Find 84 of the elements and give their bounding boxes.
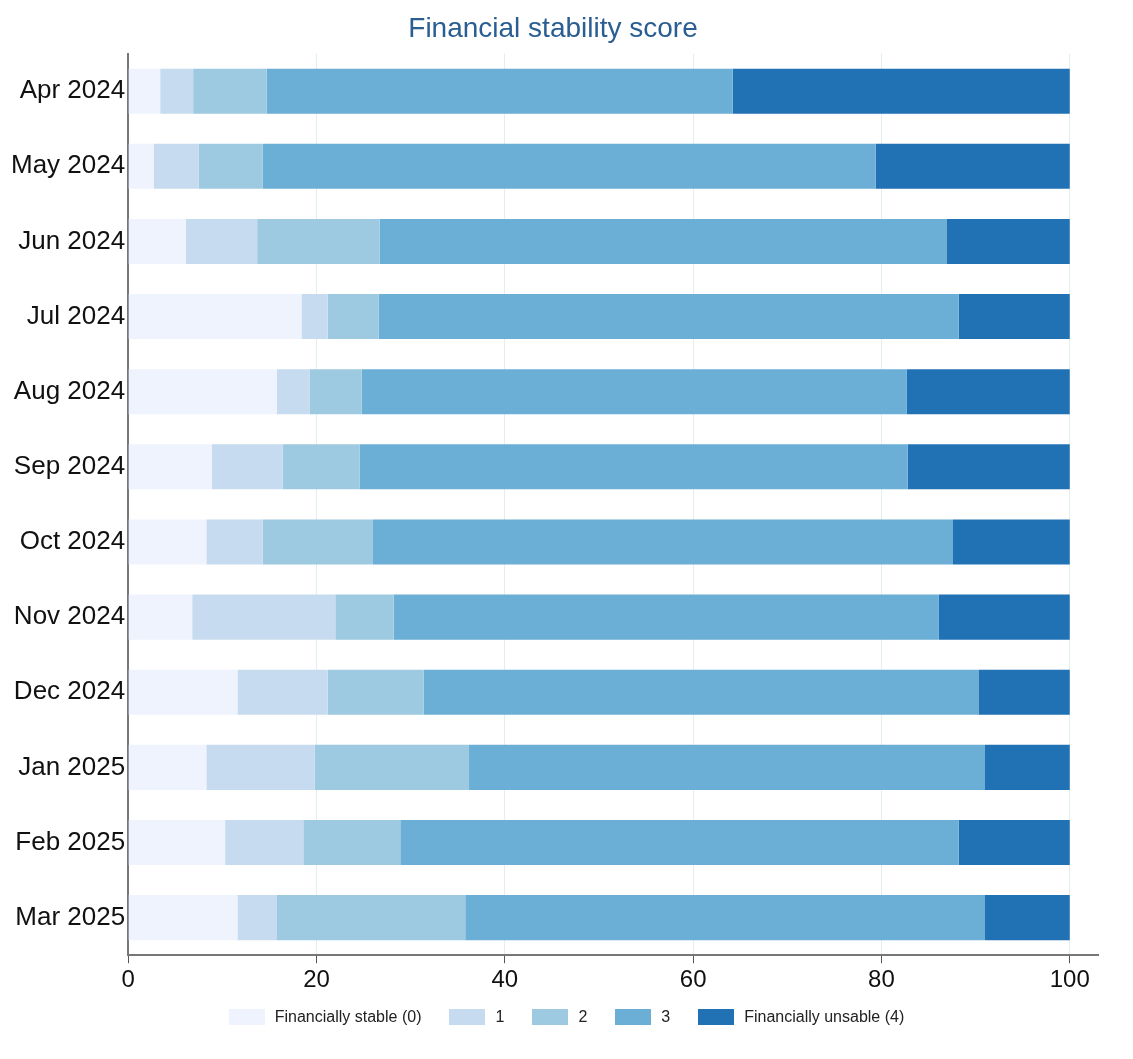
bar <box>423 669 979 715</box>
y-tick-label: Dec 2024 <box>13 675 126 706</box>
x-tick-label: 40 <box>491 965 519 993</box>
bar <box>303 819 401 866</box>
bar <box>985 744 1070 790</box>
bar <box>128 294 302 340</box>
x-tick-label: 60 <box>679 965 707 993</box>
bar <box>128 669 238 715</box>
bar <box>211 444 283 490</box>
bar <box>128 369 277 415</box>
bar <box>266 68 733 114</box>
bar <box>379 218 947 264</box>
bar <box>907 444 1070 490</box>
bar <box>128 444 212 490</box>
bar <box>225 819 304 866</box>
bar <box>327 669 424 715</box>
bar <box>192 594 336 640</box>
legend-label: Financially unsable (4) <box>744 1008 905 1026</box>
legend-label: 1 <box>495 1008 505 1026</box>
legend-label: Financially stable (0) <box>274 1008 422 1026</box>
bar <box>262 519 373 565</box>
y-tick-label: Jan 2025 <box>18 750 126 781</box>
bar <box>237 669 328 715</box>
bar <box>378 294 959 340</box>
bar <box>469 744 986 790</box>
bar <box>361 369 907 415</box>
bar <box>953 519 1070 565</box>
y-tick-label: Jul 2024 <box>26 299 126 330</box>
bar <box>206 519 263 565</box>
bar <box>875 143 1070 189</box>
bar <box>128 895 238 941</box>
y-tick-label: Feb 2025 <box>15 825 126 856</box>
bar <box>958 819 1070 866</box>
bar <box>160 68 194 114</box>
y-tick-label: Aug 2024 <box>13 374 126 405</box>
legend-label: 2 <box>578 1008 588 1026</box>
bar <box>198 143 263 189</box>
bar <box>465 895 986 941</box>
bar <box>237 895 277 941</box>
y-tick-label: Jun 2024 <box>18 224 126 255</box>
bar <box>335 594 394 640</box>
y-tick-label: Apr 2024 <box>19 74 126 105</box>
x-tick-label: 20 <box>303 965 330 993</box>
bar <box>309 369 362 415</box>
y-tick-label: Oct 2024 <box>19 525 126 556</box>
bar <box>128 68 161 114</box>
bar <box>276 369 310 415</box>
bar <box>193 68 267 114</box>
bar <box>128 819 226 866</box>
legend-label: 3 <box>661 1008 671 1026</box>
bar <box>327 294 379 340</box>
x-tick-label: 0 <box>121 965 135 993</box>
x-tick-label: 100 <box>1049 965 1090 993</box>
x-tick-label: 80 <box>868 965 895 993</box>
bar <box>301 294 328 340</box>
bar <box>978 669 1070 715</box>
bar <box>732 68 1070 114</box>
bar <box>262 143 876 189</box>
bar <box>128 744 207 790</box>
bar <box>128 519 207 565</box>
bar <box>257 218 380 264</box>
bar <box>372 519 953 565</box>
y-tick-label: May 2024 <box>10 149 126 180</box>
bar <box>128 143 154 189</box>
bar <box>153 143 199 189</box>
bar <box>128 594 193 640</box>
bar <box>276 895 466 941</box>
bar <box>400 819 959 866</box>
bar <box>946 218 1070 264</box>
bar <box>985 895 1070 941</box>
y-tick-label: Sep 2024 <box>13 450 126 481</box>
bar <box>128 218 186 264</box>
y-tick-label: Nov 2024 <box>13 600 126 631</box>
bar <box>359 444 908 490</box>
chart-title: Financial stability score <box>408 11 698 43</box>
bar <box>185 218 258 264</box>
bar <box>282 444 360 490</box>
bar <box>393 594 939 640</box>
bar <box>314 744 470 790</box>
bar <box>938 594 1070 640</box>
bar <box>958 294 1070 340</box>
bar <box>906 369 1070 415</box>
y-tick-label: Mar 2025 <box>15 900 126 931</box>
bar <box>206 744 315 790</box>
